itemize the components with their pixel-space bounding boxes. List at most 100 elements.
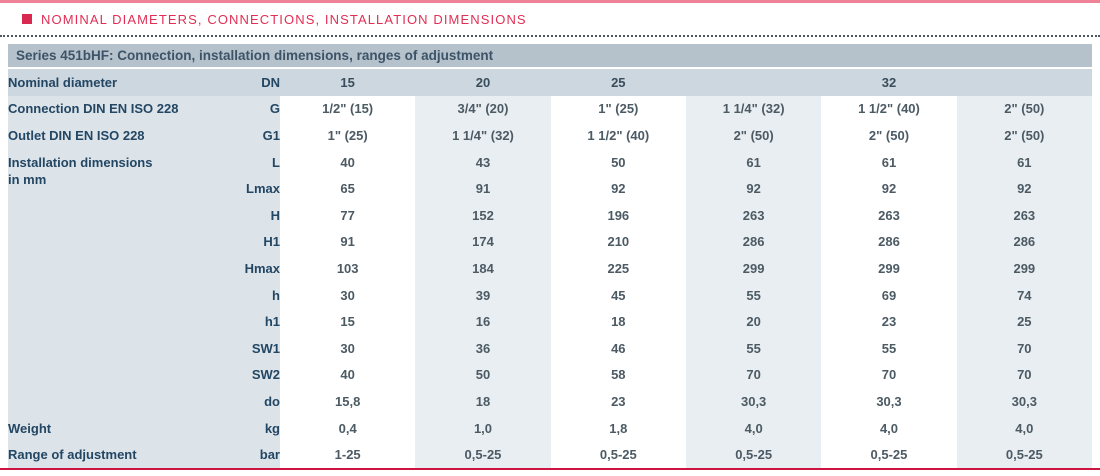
table-cell: 55 — [685, 281, 822, 309]
heading-bullet-icon — [22, 14, 32, 24]
table-cell: 39 — [415, 281, 551, 309]
row-label: Nominal diameter — [8, 69, 205, 96]
table-cell: 15 — [280, 308, 416, 335]
table-cell: 263 — [956, 201, 1092, 229]
table-title-bar: Series 451bHF: Connection, installation … — [8, 44, 1092, 67]
table-cell: 16 — [415, 308, 551, 335]
table-cell: 225 — [550, 255, 686, 282]
row-label: Range of adjustment — [8, 441, 205, 468]
table-cell: 4,0 — [685, 414, 822, 442]
table-cell: 92 — [956, 175, 1092, 202]
table-cell: 46 — [550, 334, 686, 362]
row-code: DN — [205, 69, 280, 96]
table-cell: 77 — [280, 201, 416, 229]
table-cell: 74 — [956, 281, 1092, 309]
row-code: H1 — [205, 228, 280, 256]
table-cell: 1" (25) — [280, 122, 416, 149]
table-cell: 65 — [280, 175, 416, 202]
table-row-kg: Weight kg 0,4 1,0 1,8 4,0 4,0 4,0 — [8, 414, 1092, 442]
table-row-G1: Outlet DIN EN ISO 228 G1 1" (25) 1 1/4" (32… — [8, 122, 1092, 149]
dn-value: 20 — [415, 69, 551, 96]
dimensions-table: Nominal diameter DN 15 20 25 32 Connection DIN… — [8, 69, 1092, 468]
table-cell: 0,5-25 — [685, 441, 822, 468]
table-cell: 70 — [956, 361, 1092, 389]
table-cell: 286 — [821, 228, 957, 256]
table-cell: 23 — [821, 308, 957, 335]
table-cell: 40 — [280, 148, 416, 176]
row-label: Connection DIN EN ISO 228 — [8, 95, 205, 123]
row-code: h1 — [205, 308, 280, 335]
row-code: SW1 — [205, 334, 280, 362]
table-cell: 92 — [550, 175, 686, 202]
table-section: Series 451bHF: Connection, installation … — [0, 44, 1100, 468]
row-code: G1 — [205, 122, 280, 149]
top-accent-line — [0, 0, 1100, 3]
table-cell: 70 — [821, 361, 957, 389]
table-row-G: Connection DIN EN ISO 228 G 1/2" (15) 3/4" … — [8, 95, 1092, 123]
table-row-Hmax: Hmax 103 184 225 299 299 299 — [8, 255, 1092, 282]
table-cell: 286 — [956, 228, 1092, 256]
row-label: Weight — [8, 414, 205, 442]
table-cell: 0,4 — [280, 414, 416, 442]
table-cell: 61 — [685, 148, 822, 176]
dimensions-table-body: Nominal diameter DN 15 20 25 32 Connection DIN… — [8, 69, 1092, 468]
bottom-accent-line — [0, 467, 1100, 470]
table-cell: 69 — [821, 281, 957, 309]
table-cell: 0,5-25 — [550, 441, 686, 468]
table-cell: 263 — [685, 201, 822, 229]
table-cell: 103 — [280, 255, 416, 282]
table-row-H1: H1 91 174 210 286 286 286 — [8, 228, 1092, 256]
table-cell: 1,8 — [550, 414, 686, 442]
table-cell: 43 — [415, 148, 551, 176]
table-cell: 70 — [685, 361, 822, 389]
table-cell: 1" (25) — [550, 95, 686, 123]
table-cell: 91 — [280, 228, 416, 256]
table-cell: 30 — [280, 334, 416, 362]
table-row-L: Installation dimensions in mm L 40 43 50 61 61… — [8, 148, 1092, 415]
table-row-Lmax: Lmax 65 91 92 92 92 92 — [8, 175, 1092, 202]
section-heading-row: NOMINAL DIAMETERS, CONNECTIONS, INSTALLA… — [0, 3, 1100, 37]
table-cell: 4,0 — [956, 414, 1092, 442]
table-cell: 20 — [685, 308, 822, 335]
row-code: L — [205, 148, 280, 176]
table-row-SW1: SW1 30 36 46 55 55 70 — [8, 334, 1092, 362]
table-cell: 0,5-25 — [821, 441, 957, 468]
section-heading: NOMINAL DIAMETERS, CONNECTIONS, INSTALLA… — [41, 11, 527, 27]
table-cell: 45 — [550, 281, 686, 309]
table-cell: 55 — [821, 334, 957, 362]
table-cell: 30,3 — [821, 388, 957, 415]
table-cell: 3/4" (20) — [415, 95, 551, 123]
table-cell: 30,3 — [956, 388, 1092, 415]
dn-value: 25 — [550, 69, 686, 96]
table-cell: 174 — [415, 228, 551, 256]
table-cell: 18 — [415, 388, 551, 415]
table-cell: 18 — [550, 308, 686, 335]
table-cell: 61 — [821, 148, 957, 176]
table-cell: 2" (50) — [821, 122, 957, 149]
table-cell: 1 1/2" (40) — [821, 95, 957, 123]
table-cell: 58 — [550, 361, 686, 389]
table-cell: 0,5-25 — [415, 441, 551, 468]
table-cell: 25 — [956, 308, 1092, 335]
table-cell: 1/2" (15) — [280, 95, 416, 123]
table-cell: 92 — [685, 175, 822, 202]
table-cell: 2" (50) — [956, 95, 1092, 123]
row-code: Lmax — [205, 175, 280, 202]
table-cell: 61 — [956, 148, 1092, 176]
row-code: bar — [205, 441, 280, 468]
table-cell: 30,3 — [685, 388, 822, 415]
table-cell: 1-25 — [280, 441, 416, 468]
table-cell: 4,0 — [821, 414, 957, 442]
table-cell: 50 — [415, 361, 551, 389]
table-cell: 15,8 — [280, 388, 416, 415]
row-code: do — [205, 388, 280, 415]
table-cell: 30 — [280, 281, 416, 309]
table-row-SW2: SW2 40 50 58 70 70 70 — [8, 361, 1092, 389]
table-cell: 210 — [550, 228, 686, 256]
table-cell: 92 — [821, 175, 957, 202]
table-cell: 299 — [956, 255, 1092, 282]
table-cell: 184 — [415, 255, 551, 282]
table-row-bar: Range of adjustment bar 1-25 0,5-25 0,5-25 0,… — [8, 441, 1092, 468]
table-cell: 1 1/4" (32) — [415, 122, 551, 149]
table-cell: 299 — [685, 255, 822, 282]
